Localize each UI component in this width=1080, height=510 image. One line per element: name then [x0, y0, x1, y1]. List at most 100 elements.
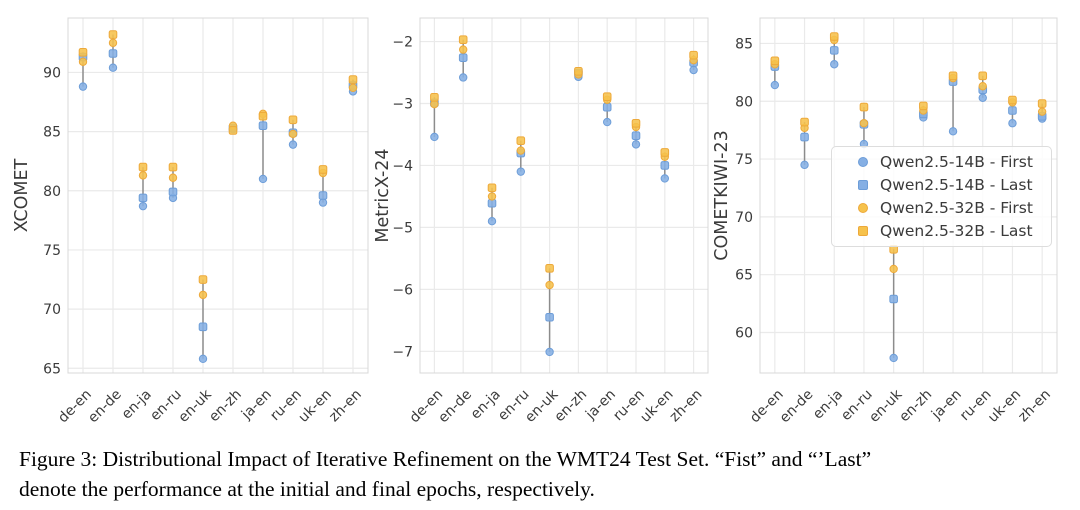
data-point-square: [108, 30, 118, 39]
y-tick-label: 90: [43, 65, 61, 81]
data-point-circle: [288, 129, 298, 139]
data-point-square: [458, 53, 468, 62]
data-point-square: [800, 132, 809, 142]
data-point-square: [1008, 106, 1017, 115]
blue-square-marker-icon: [858, 180, 868, 191]
data-point-square: [1008, 95, 1017, 105]
series-qwen2-5-32b-last: [430, 35, 698, 273]
data-point-square: [602, 92, 612, 101]
legend-item: Qwen2.5-32B - Last: [846, 219, 1051, 242]
data-point-circle: [660, 174, 669, 183]
series-qwen2-5-14b-last: [430, 53, 698, 322]
data-point-square: [1037, 99, 1047, 108]
category-label: ja-en: [238, 387, 275, 424]
y-tick-label: −2: [392, 35, 413, 51]
legend-marker-cell: [846, 180, 880, 191]
data-point-square: [660, 161, 670, 170]
y-tick-labels: 65 70 75 80 85 90: [43, 65, 61, 377]
data-point-square: [168, 162, 178, 172]
vertical-gridlines: [433, 18, 695, 373]
data-point-square: [919, 101, 928, 111]
category-label: uk-en: [985, 387, 1024, 426]
data-point-circle: [603, 117, 612, 127]
series-qwen2-5-14b-first: [430, 65, 698, 357]
data-point-circle: [168, 173, 178, 182]
y-tick-label: 85: [43, 125, 61, 141]
legend-item-label: Qwen2.5-14B - Last: [880, 176, 1033, 195]
data-point-circle: [430, 132, 439, 142]
data-point-square: [829, 32, 839, 41]
chart-xcomet: 65 70 75 80 85 90 XCOMET de-enen-deen-jaen-ruen…: [12, 17, 369, 427]
data-point-square: [978, 71, 988, 81]
data-point-square: [458, 35, 468, 44]
y-tick-label: 75: [43, 243, 61, 259]
data-point-square: [631, 131, 641, 141]
data-point-square: [660, 148, 670, 157]
data-point-circle: [889, 264, 898, 274]
data-point-square: [574, 66, 583, 76]
y-tick-label: 65: [43, 361, 61, 377]
y-tick-label: −3: [392, 96, 413, 112]
y-tick-label: 65: [735, 268, 753, 284]
y-axis-label: XCOMET: [12, 158, 32, 232]
data-point-circle: [859, 119, 869, 128]
series-qwen2-5-32b-first: [430, 45, 698, 290]
figure-caption-line2: denote the performance at the initial an…: [19, 477, 595, 501]
data-point-circle: [459, 73, 468, 82]
data-point-circle: [770, 80, 780, 90]
category-label: ja-en: [582, 387, 619, 424]
data-point-circle: [78, 82, 88, 91]
data-point-square: [829, 46, 839, 55]
legend-item-label: Qwen2.5-32B - First: [880, 198, 1033, 217]
data-point-circle: [108, 38, 118, 48]
y-axis-label: COMETKIWI-23: [712, 130, 732, 261]
data-point-square: [258, 121, 268, 130]
category-label: en-ja: [119, 387, 155, 423]
y-tick-labels: −2 −3 −4 −5 −6 −7: [392, 35, 413, 361]
data-point-circle: [487, 192, 497, 201]
data-point-circle: [459, 45, 468, 54]
y-axis-label: MetricX-24: [373, 148, 393, 242]
y-tick-label: 60: [735, 326, 753, 342]
figure-caption-line1: Figure 3: Distributional Impact of Itera…: [19, 447, 872, 471]
legend-item-label: Qwen2.5-32B - Last: [880, 221, 1033, 240]
data-point-circle: [318, 198, 328, 207]
data-point-square: [228, 126, 238, 135]
legend-item: Qwen2.5-32B - First: [846, 197, 1051, 220]
category-label: en-de: [435, 387, 475, 427]
category-label: en-ja: [810, 387, 846, 423]
data-point-square: [770, 56, 780, 66]
data-point-square: [430, 93, 439, 102]
data-point-circle: [138, 201, 148, 211]
legend-marker-cell: [846, 157, 880, 168]
category-label: en-uk: [176, 386, 216, 426]
data-point-circle: [487, 217, 497, 226]
horizontal-gridlines: [68, 71, 368, 369]
orange-square-marker-icon: [858, 225, 868, 236]
data-point-square: [545, 312, 554, 322]
data-point-square: [198, 275, 208, 284]
chart-metricx-24: −2 −3 −4 −5 −6 −7 MetricX-24 de-enen-deen-jaen-…: [373, 17, 709, 426]
data-point-square: [487, 183, 497, 193]
series-qwen2-5-14b-first: [78, 63, 358, 363]
category-labels: de-enen-deen-jaen-ruen-uken-zhja-enru-en…: [747, 386, 1054, 426]
category-label: en-zh: [896, 387, 935, 426]
data-point-circle: [830, 60, 839, 69]
data-point-circle: [545, 280, 554, 290]
data-point-square: [516, 136, 526, 145]
y-tick-label: 75: [735, 152, 753, 168]
data-point-circle: [198, 354, 208, 363]
category-labels: de-enen-deen-jaen-ruen-uken-zhja-enru-en…: [407, 386, 706, 426]
category-label: zh-en: [667, 387, 706, 426]
data-point-square: [318, 191, 328, 200]
category-label: zh-en: [1015, 387, 1054, 426]
y-tick-label: −5: [392, 220, 413, 236]
category-label: en-de: [85, 387, 125, 427]
data-point-circle: [800, 160, 809, 170]
y-tick-label: 70: [43, 302, 61, 318]
category-label: ja-en: [928, 387, 965, 424]
charts-canvas: 65 70 75 80 85 90 XCOMET de-enen-deen-jaen-ruen…: [12, 17, 1058, 427]
y-tick-labels: 60 65 70 75 80 85: [735, 36, 753, 341]
data-point-square: [859, 102, 869, 112]
